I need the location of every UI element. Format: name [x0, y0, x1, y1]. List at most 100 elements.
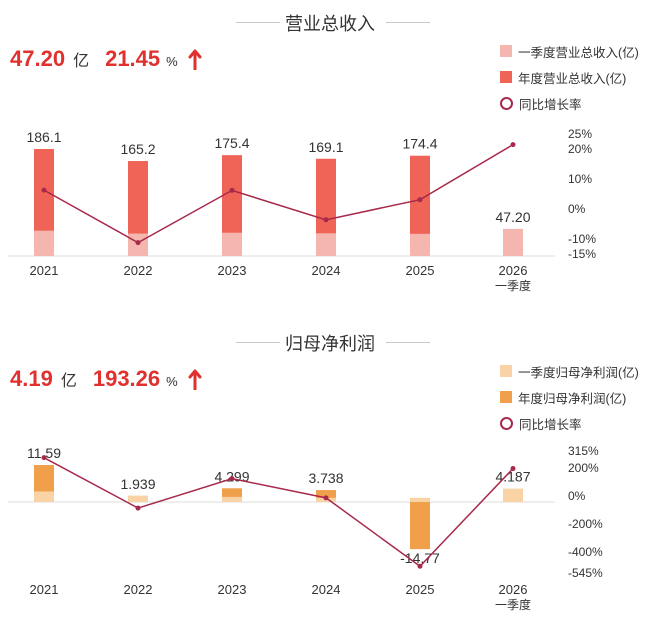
- bar-year-2022: [128, 161, 148, 256]
- net-profit-legend: 一季度归母净利润(亿) 年度归母净利润(亿) 同比增长率: [500, 358, 664, 436]
- yoy-point-2023: [229, 476, 235, 482]
- revenue-kpi-pct: %: [166, 54, 178, 69]
- right-axis-tick-label: 0%: [568, 489, 586, 503]
- legend-label-yoy: 同比增长率: [519, 97, 582, 112]
- legend-label-q1: 一季度归母净利润(亿): [518, 365, 639, 380]
- bar-q1-2025: [410, 233, 430, 256]
- title-divider-left: [236, 342, 280, 343]
- legend-item-q1[interactable]: 一季度营业总收入(亿): [500, 38, 664, 64]
- revenue-chart: 186.1 2021 165.2 2022 175.4 2023 169.1 2024 174.…: [8, 127, 596, 293]
- right-axis-tick-label: -15%: [568, 247, 596, 261]
- right-axis-tick-label: 10%: [568, 172, 592, 186]
- yoy-point-2021: [41, 187, 47, 193]
- data-label-2021: 186.1: [26, 129, 61, 145]
- revenue-kpi-value: 47.20: [10, 46, 66, 71]
- yoy-line: [43, 144, 514, 244]
- right-axis-tick-label: -10%: [568, 232, 596, 246]
- x-tick-label-2026: 2026: [499, 263, 528, 278]
- data-label-2024: 3.738: [308, 470, 343, 486]
- right-axis-tick-label: -400%: [568, 545, 603, 559]
- data-label-2026: 4.187: [495, 469, 530, 485]
- legend-item-q1[interactable]: 一季度归母净利润(亿): [500, 358, 664, 384]
- revenue-panel: 营业总收入 47.20 亿 21.45% 一季度营业总收入(亿) 年度营业总收入(亿…: [0, 0, 664, 310]
- legend-swatch-year: [500, 391, 512, 403]
- x-tick-label-2025: 2025: [406, 263, 435, 278]
- yoy-point-2022: [135, 240, 141, 246]
- bar-year-2021: [34, 149, 54, 256]
- legend-ring-icon: [500, 96, 513, 110]
- legend-item-year[interactable]: 年度营业总收入(亿): [500, 64, 664, 90]
- right-axis-tick-label: -545%: [568, 566, 603, 580]
- legend-swatch-year: [500, 71, 512, 83]
- bar-year-2024: [316, 158, 336, 256]
- bar-q1-2021: [34, 491, 54, 502]
- x-tick-sublabel-2026: 一季度: [495, 597, 531, 612]
- revenue-kpi-unit: 亿: [73, 53, 90, 70]
- yoy-point-2023: [229, 187, 235, 193]
- yoy-point-2024: [323, 217, 329, 223]
- bar-q1-2024: [316, 233, 336, 256]
- title-divider-right: [386, 22, 430, 23]
- data-label-2022: 1.939: [120, 476, 155, 492]
- x-tick-label-2022: 2022: [124, 582, 153, 597]
- data-label-2024: 169.1: [308, 139, 343, 155]
- x-tick-label-2024: 2024: [312, 263, 341, 278]
- yoy-point-2026: [510, 142, 516, 148]
- legend-item-yoy[interactable]: 同比增长率: [500, 410, 664, 436]
- net-profit-kpi-pct: %: [166, 374, 178, 389]
- legend-label-yoy: 同比增长率: [519, 417, 582, 432]
- legend-label-year: 年度归母净利润(亿): [518, 391, 627, 406]
- x-tick-label-2023: 2023: [218, 582, 247, 597]
- yoy-line: [43, 456, 514, 568]
- legend-swatch-q1: [500, 365, 512, 377]
- net-profit-kpi-value: 4.19: [10, 366, 53, 391]
- title-divider-right: [386, 342, 430, 343]
- x-tick-sublabel-2026: 一季度: [495, 278, 531, 293]
- bar-q1-2022: [128, 495, 148, 502]
- legend-label-q1: 一季度营业总收入(亿): [518, 45, 639, 60]
- bar-q1-2023: [222, 496, 242, 502]
- data-label-2022: 165.2: [120, 141, 155, 157]
- net-profit-panel: 归母净利润 4.19 亿 193.26% 一季度归母净利润(亿) 年度归母净利润(亿…: [0, 320, 664, 631]
- net-profit-kpi-growth: 193.26: [92, 366, 161, 391]
- x-tick-label-2022: 2022: [124, 263, 153, 278]
- net-profit-chart: 11.5920211.93920224.29920233.7382024-14.…: [8, 444, 603, 612]
- bar-year-2025: [410, 155, 430, 256]
- up-arrow-icon: [188, 48, 202, 75]
- revenue-kpi-growth: 21.45: [105, 46, 161, 71]
- right-axis-tick-label: 25%: [568, 127, 592, 141]
- net-profit-kpi: 4.19 亿 193.26%: [10, 366, 202, 400]
- legend-swatch-q1: [500, 45, 512, 57]
- bar-q1-2026: [503, 488, 523, 502]
- data-label-2026: 47.20: [495, 209, 530, 225]
- bar-q1-2021: [34, 230, 54, 256]
- up-arrow-icon: [188, 368, 202, 395]
- yoy-point-2022: [135, 505, 141, 511]
- data-label-2025: -14.77: [400, 550, 440, 566]
- right-axis-tick-label: 200%: [568, 461, 599, 475]
- legend-item-year[interactable]: 年度归母净利润(亿): [500, 384, 664, 410]
- yoy-point-2024: [323, 495, 329, 501]
- revenue-legend: 一季度营业总收入(亿) 年度营业总收入(亿) 同比增长率: [500, 38, 664, 116]
- right-axis-tick-label: 0%: [568, 202, 586, 216]
- bar-year-2023: [222, 155, 242, 256]
- net-profit-title-row: 归母净利润: [0, 326, 664, 356]
- legend-ring-icon: [500, 416, 513, 430]
- revenue-title-row: 营业总收入: [0, 6, 664, 36]
- x-tick-label-2021: 2021: [30, 263, 59, 278]
- yoy-point-2021: [41, 455, 47, 461]
- bar-year-2025: [410, 502, 430, 550]
- yoy-point-2026: [510, 466, 516, 472]
- legend-label-year: 年度营业总收入(亿): [518, 71, 627, 86]
- revenue-kpi: 47.20 亿 21.45%: [10, 46, 202, 80]
- right-axis-tick-label: -200%: [568, 517, 603, 531]
- bar-q1-2026: [503, 228, 523, 256]
- yoy-point-2025: [417, 197, 423, 203]
- x-tick-label-2025: 2025: [406, 582, 435, 597]
- x-tick-label-2026: 2026: [499, 582, 528, 597]
- revenue-title: 营业总收入: [285, 14, 375, 34]
- x-tick-label-2024: 2024: [312, 582, 341, 597]
- right-axis-tick-label: 315%: [568, 444, 599, 458]
- net-profit-title: 归母净利润: [285, 334, 375, 354]
- legend-item-yoy[interactable]: 同比增长率: [500, 90, 664, 116]
